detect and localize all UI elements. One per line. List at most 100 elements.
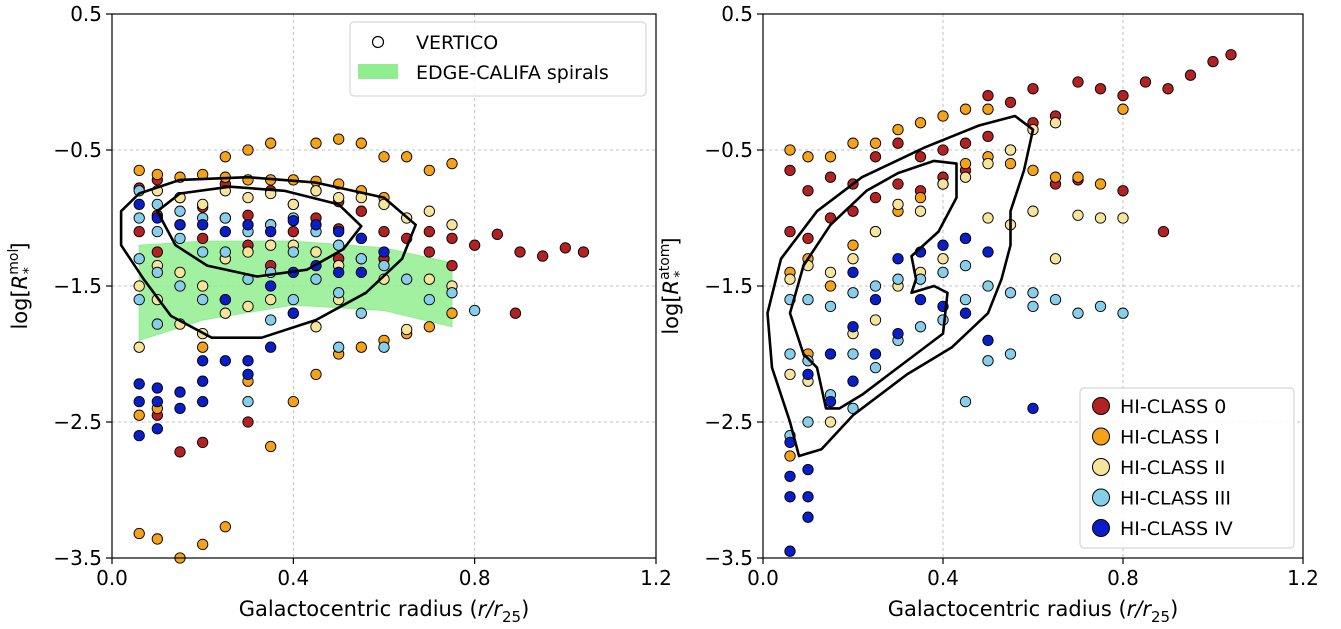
- data-point: [982, 246, 994, 258]
- data-point: [1207, 55, 1219, 68]
- data-point: [265, 239, 277, 251]
- data-point: [914, 205, 927, 217]
- data-point: [265, 137, 277, 149]
- data-point: [446, 219, 458, 231]
- data-point: [982, 280, 994, 292]
- data-point: [959, 307, 972, 319]
- data-point: [242, 144, 254, 156]
- data-point: [1049, 253, 1062, 265]
- data-point: [265, 341, 277, 353]
- data-point: [1117, 212, 1129, 224]
- data-point: [1027, 287, 1039, 299]
- data-point: [310, 273, 322, 285]
- data-point: [242, 395, 254, 408]
- data-point: [802, 232, 814, 245]
- data-point: [847, 239, 859, 251]
- data-point: [401, 323, 413, 336]
- data-point: [982, 334, 994, 347]
- series-hi-class-i: [784, 103, 1129, 462]
- data-point: [242, 416, 254, 428]
- data-point: [174, 232, 186, 245]
- data-point: [355, 307, 367, 319]
- data-point: [423, 273, 435, 285]
- data-point: [1157, 225, 1170, 238]
- data-point: [197, 341, 209, 353]
- series-hi-class-iv: [784, 232, 1039, 557]
- data-point: [446, 259, 458, 272]
- data-point: [1072, 171, 1084, 183]
- data-point: [219, 151, 231, 163]
- data-point: [219, 355, 231, 367]
- x-tick-label: 1.2: [1287, 566, 1319, 590]
- data-point: [914, 321, 927, 333]
- legend-box: [1079, 387, 1295, 549]
- legend-label: HI-CLASS IV: [1120, 518, 1233, 540]
- data-point: [265, 280, 277, 292]
- data-point: [824, 395, 837, 408]
- data-point: [133, 164, 145, 177]
- data-point: [982, 89, 994, 102]
- data-point: [1117, 103, 1129, 115]
- legend-marker-icon: [1092, 427, 1110, 446]
- legend-box: [349, 21, 647, 97]
- data-point: [242, 368, 254, 381]
- data-point: [197, 375, 209, 387]
- x-tick-label: 1.2: [640, 566, 672, 590]
- data-point: [1027, 402, 1039, 415]
- data-point: [151, 168, 163, 181]
- data-point: [401, 273, 413, 285]
- data-point: [333, 191, 345, 204]
- data-point: [824, 266, 837, 279]
- data-point: [133, 198, 145, 211]
- data-point: [265, 225, 277, 238]
- series-hi-class-iv: [133, 198, 390, 442]
- data-point: [355, 253, 367, 265]
- data-point: [802, 511, 814, 523]
- data-point: [824, 171, 837, 183]
- data-point: [824, 348, 837, 360]
- data-point: [537, 250, 549, 262]
- data-point: [133, 341, 145, 353]
- series-hi-class-0: [133, 174, 590, 458]
- data-point: [378, 225, 390, 238]
- data-point: [937, 239, 949, 251]
- data-point: [869, 137, 882, 149]
- data-point: [355, 341, 367, 353]
- density-contour: [119, 175, 417, 339]
- data-point: [847, 205, 859, 217]
- data-point: [310, 246, 322, 258]
- data-point: [133, 429, 145, 442]
- data-point: [423, 225, 435, 238]
- data-point: [446, 287, 458, 299]
- density-contour: [766, 114, 1035, 458]
- data-point: [197, 538, 209, 551]
- data-point: [197, 395, 209, 408]
- data-point: [355, 137, 367, 149]
- data-point: [197, 436, 209, 449]
- data-point: [959, 293, 972, 306]
- data-point: [333, 287, 345, 299]
- data-point: [959, 103, 972, 115]
- data-point: [333, 266, 345, 279]
- data-point: [310, 368, 322, 381]
- x-tick-label: 0.4: [277, 566, 309, 590]
- data-point: [174, 266, 186, 279]
- data-point: [802, 368, 814, 381]
- data-point: [1117, 185, 1129, 197]
- data-point: [869, 361, 882, 374]
- data-point: [937, 178, 949, 190]
- data-point: [1094, 212, 1107, 224]
- data-point: [914, 151, 927, 163]
- data-point: [333, 341, 345, 353]
- data-point: [242, 300, 254, 313]
- data-point: [1094, 178, 1107, 190]
- data-point: [1004, 157, 1017, 170]
- data-point: [847, 348, 859, 360]
- data-point: [982, 130, 994, 143]
- data-point: [1049, 117, 1062, 129]
- y-tick-label: −0.5: [704, 138, 753, 162]
- data-point: [1027, 164, 1039, 177]
- data-point: [219, 521, 231, 533]
- data-point: [446, 307, 458, 319]
